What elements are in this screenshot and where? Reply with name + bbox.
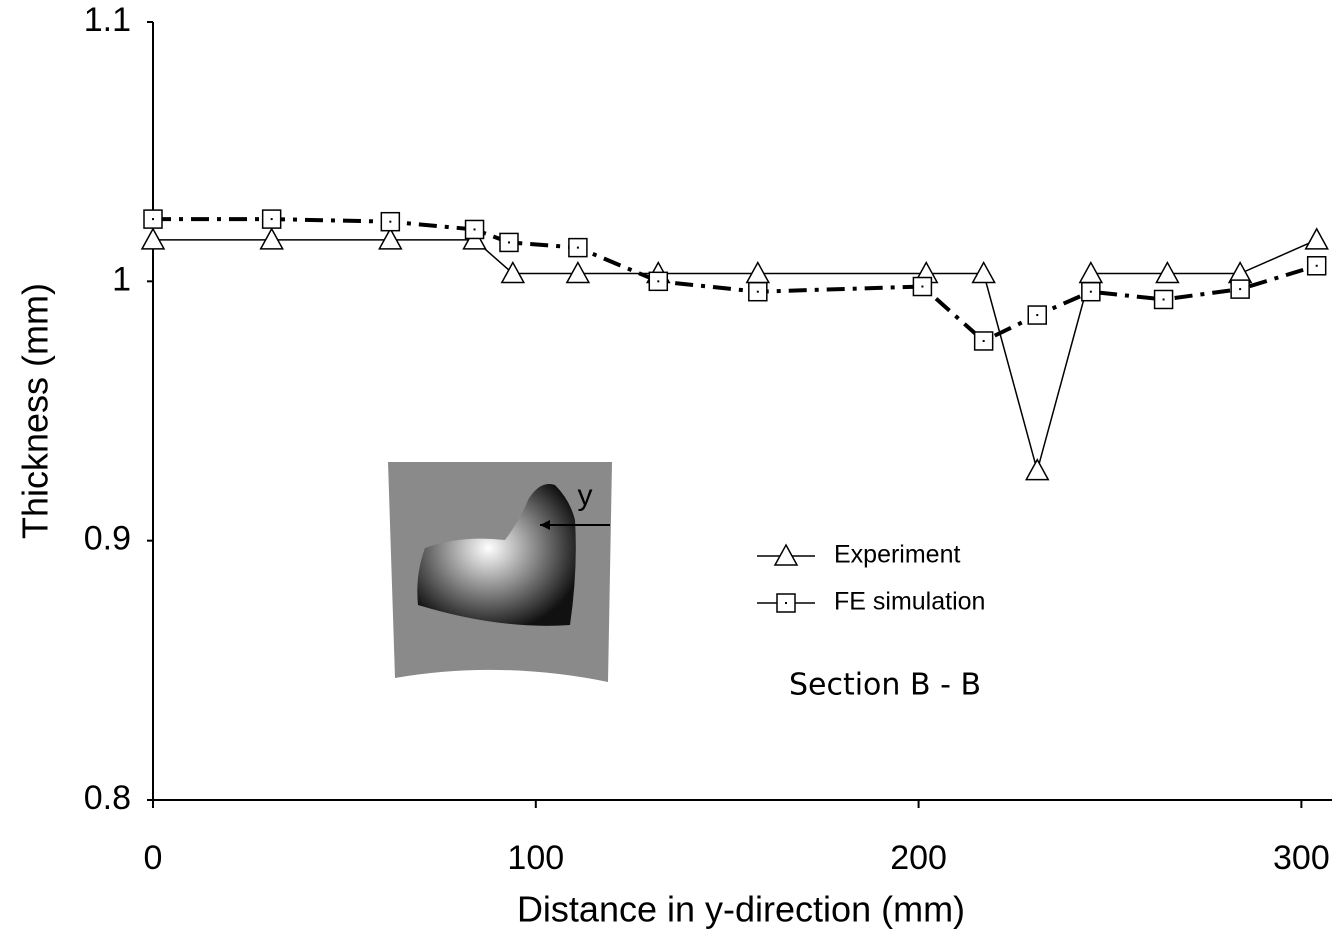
marker-dot (785, 602, 787, 604)
marker-dot (508, 241, 510, 243)
marker-dot (577, 247, 579, 249)
marker (1082, 283, 1100, 301)
marker-dot (474, 228, 476, 230)
x-tick-label: 0 (144, 839, 163, 877)
marker (777, 594, 795, 612)
marker (749, 283, 767, 301)
marker (975, 332, 993, 350)
y-tick-label: 1.1 (84, 1, 131, 39)
legend-label: FE simulation (834, 588, 985, 616)
series-line (153, 219, 1317, 341)
marker (1080, 263, 1102, 283)
marker (913, 278, 931, 296)
marker (775, 545, 797, 565)
marker (973, 263, 995, 283)
marker-dot (757, 291, 759, 293)
marker (1156, 263, 1178, 283)
marker (569, 239, 587, 257)
y-tick-label: 0.8 (84, 779, 131, 817)
marker (567, 263, 589, 283)
x-axis-title: Distance in y-direction (mm) (517, 889, 965, 930)
marker-dot (1316, 265, 1318, 267)
marker-dot (1163, 298, 1165, 300)
marker-dot (1090, 291, 1092, 293)
annotation: Section B - B (789, 668, 981, 703)
marker (263, 210, 281, 228)
marker-dot (1036, 314, 1038, 316)
marker (1026, 460, 1048, 480)
marker-dot (921, 286, 923, 288)
marker (381, 213, 399, 231)
marker (747, 263, 769, 283)
marker (466, 220, 484, 238)
legend-label: Experiment (834, 541, 960, 569)
y-tick-label: 0.9 (84, 520, 131, 558)
marker (502, 263, 524, 283)
marker (261, 229, 283, 249)
y-tick-label: 1 (112, 260, 131, 298)
x-tick-label: 100 (507, 839, 564, 877)
marker (1308, 257, 1326, 275)
chart: y Section B - B Distance in y-direction … (0, 0, 1335, 939)
marker (1231, 280, 1249, 298)
marker (144, 210, 162, 228)
marker-dot (152, 218, 154, 220)
marker (1306, 229, 1328, 249)
x-tick-label: 200 (890, 839, 947, 877)
series-line (153, 240, 1317, 471)
marker (142, 229, 164, 249)
marker (379, 229, 401, 249)
marker (1155, 290, 1173, 308)
marker (1028, 306, 1046, 324)
inset-label: y (578, 479, 593, 512)
marker (500, 233, 518, 251)
marker-dot (1239, 288, 1241, 290)
marker-dot (389, 221, 391, 223)
x-tick-label: 300 (1273, 839, 1330, 877)
marker (649, 272, 667, 290)
marker-dot (983, 340, 985, 342)
marker-dot (657, 280, 659, 282)
marker-dot (271, 218, 273, 220)
y-axis-title: Thickness (mm) (15, 283, 56, 539)
